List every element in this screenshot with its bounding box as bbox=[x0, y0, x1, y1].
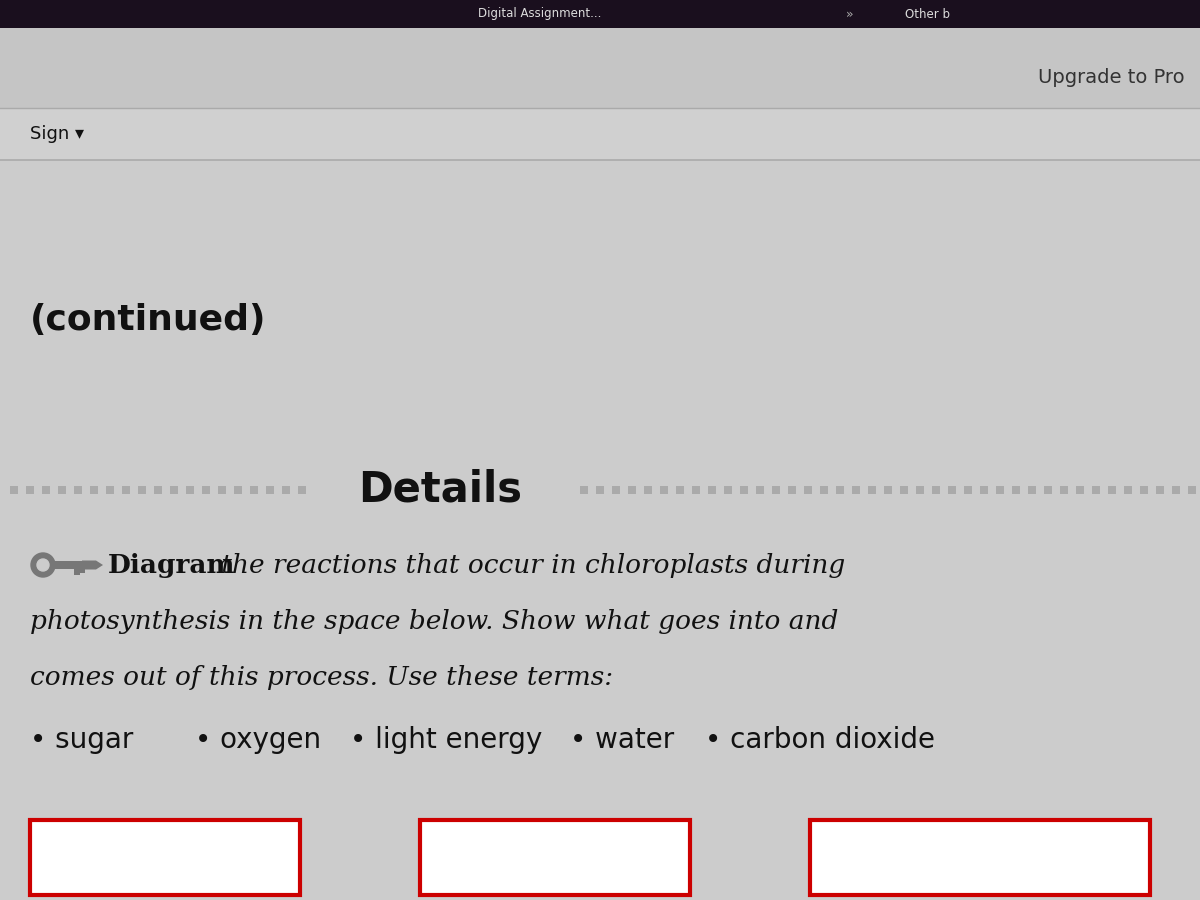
Bar bbox=[884, 486, 892, 494]
Bar bbox=[42, 486, 50, 494]
Bar bbox=[996, 486, 1004, 494]
Bar bbox=[1092, 486, 1100, 494]
FancyArrow shape bbox=[82, 561, 103, 570]
Bar bbox=[58, 486, 66, 494]
Bar bbox=[10, 486, 18, 494]
Text: photosynthesis in the space below. Show what goes into and: photosynthesis in the space below. Show … bbox=[30, 609, 839, 634]
Bar bbox=[804, 486, 812, 494]
Bar bbox=[1188, 486, 1196, 494]
Bar bbox=[1124, 486, 1132, 494]
Bar bbox=[1012, 486, 1020, 494]
Bar bbox=[628, 486, 636, 494]
Text: Details: Details bbox=[358, 469, 522, 511]
Bar bbox=[106, 486, 114, 494]
Bar bbox=[612, 486, 620, 494]
Text: (continued): (continued) bbox=[30, 303, 266, 337]
Text: • carbon dioxide: • carbon dioxide bbox=[706, 726, 935, 754]
Bar bbox=[122, 486, 130, 494]
Text: »: » bbox=[846, 7, 854, 21]
Circle shape bbox=[37, 559, 49, 571]
Bar bbox=[676, 486, 684, 494]
Bar bbox=[692, 486, 700, 494]
Text: the reactions that occur in chloroplasts during: the reactions that occur in chloroplasts… bbox=[214, 553, 845, 578]
Bar bbox=[74, 486, 82, 494]
Text: Digital Assignment...: Digital Assignment... bbox=[479, 7, 601, 21]
Bar bbox=[250, 486, 258, 494]
Bar bbox=[708, 486, 716, 494]
Bar bbox=[74, 569, 80, 575]
Bar bbox=[282, 486, 290, 494]
Bar bbox=[298, 486, 306, 494]
Bar bbox=[202, 486, 210, 494]
Bar bbox=[26, 486, 34, 494]
Bar bbox=[0, 0, 1200, 28]
Bar bbox=[138, 486, 146, 494]
Text: • light energy: • light energy bbox=[350, 726, 542, 754]
Bar bbox=[170, 486, 178, 494]
Bar bbox=[772, 486, 780, 494]
Bar bbox=[266, 486, 274, 494]
Text: • sugar: • sugar bbox=[30, 726, 133, 754]
Text: Sign ▾: Sign ▾ bbox=[30, 125, 84, 143]
Bar bbox=[1156, 486, 1164, 494]
Bar bbox=[980, 486, 988, 494]
Bar bbox=[660, 486, 668, 494]
Bar bbox=[234, 486, 242, 494]
Bar bbox=[1060, 486, 1068, 494]
Bar bbox=[90, 486, 98, 494]
Bar bbox=[724, 486, 732, 494]
Bar bbox=[54, 561, 82, 569]
Bar bbox=[756, 486, 764, 494]
Bar bbox=[932, 486, 940, 494]
Bar bbox=[1076, 486, 1084, 494]
Bar bbox=[186, 486, 194, 494]
Bar bbox=[644, 486, 652, 494]
Bar bbox=[1172, 486, 1180, 494]
Bar bbox=[420, 820, 690, 895]
Bar bbox=[788, 486, 796, 494]
Bar bbox=[948, 486, 956, 494]
Text: • water: • water bbox=[570, 726, 674, 754]
Bar bbox=[30, 820, 300, 895]
Bar bbox=[900, 486, 908, 494]
Bar bbox=[154, 486, 162, 494]
Bar bbox=[218, 486, 226, 494]
Bar bbox=[852, 486, 860, 494]
Bar bbox=[868, 486, 876, 494]
Bar bbox=[740, 486, 748, 494]
Circle shape bbox=[31, 553, 55, 577]
Text: • oxygen: • oxygen bbox=[194, 726, 322, 754]
Bar bbox=[596, 486, 604, 494]
Bar bbox=[916, 486, 924, 494]
Bar bbox=[1140, 486, 1148, 494]
Bar bbox=[836, 486, 844, 494]
Text: Other b: Other b bbox=[905, 7, 950, 21]
Bar bbox=[1044, 486, 1052, 494]
Bar bbox=[964, 486, 972, 494]
Bar bbox=[0, 28, 1200, 108]
Text: Diagram: Diagram bbox=[108, 553, 235, 578]
Text: comes out of this process. Use these terms:: comes out of this process. Use these ter… bbox=[30, 665, 613, 690]
Bar bbox=[810, 820, 1150, 895]
Bar bbox=[820, 486, 828, 494]
Text: Upgrade to Pro: Upgrade to Pro bbox=[1038, 68, 1186, 87]
Bar bbox=[0, 108, 1200, 160]
Bar bbox=[580, 486, 588, 494]
Bar bbox=[1108, 486, 1116, 494]
Bar bbox=[1028, 486, 1036, 494]
Bar bbox=[80, 569, 85, 573]
Bar bbox=[0, 160, 1200, 900]
